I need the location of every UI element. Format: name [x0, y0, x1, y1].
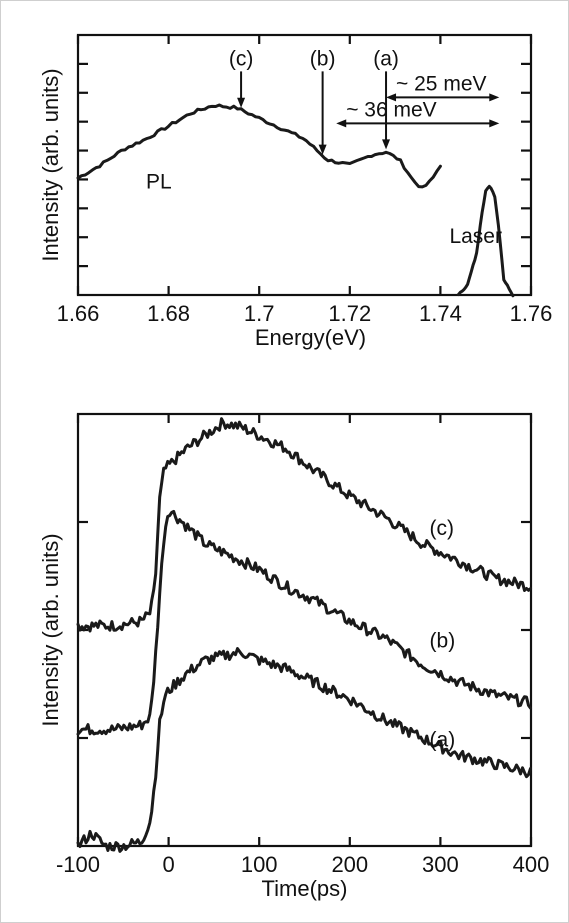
time-chart-plot-frame	[76, 412, 533, 848]
energy-chart-x-tick-label: 1.68	[147, 301, 190, 326]
time-chart-x-tick-label: 0	[162, 852, 174, 877]
energy-span-arrowhead	[489, 93, 500, 102]
energy-marker-arrowhead	[318, 144, 327, 155]
energy-span-label: ~ 36 meV	[346, 98, 436, 121]
decay-trace-b	[76, 509, 532, 736]
time-chart-x-tick-label: -100	[56, 852, 100, 877]
time-chart-x-tick-label: 400	[513, 852, 550, 877]
decay-trace-c	[76, 417, 532, 633]
decay-trace-a	[76, 647, 532, 853]
energy-series-label: Laser	[449, 225, 502, 248]
energy-marker-label: (c)	[229, 47, 254, 70]
time-chart-x-tick-label: 200	[331, 852, 368, 877]
laser-peak-line	[457, 184, 515, 298]
pl-spectrum-line	[76, 103, 442, 189]
energy-chart-y-axis-title: Intensity (arb. units)	[38, 68, 63, 261]
energy-marker-arrowhead	[382, 139, 391, 150]
energy-chart-x-tick-label: 1.66	[57, 301, 100, 326]
energy-marker-label: (a)	[373, 47, 399, 70]
energy-marker-label: (b)	[310, 47, 336, 70]
energy-chart-x-tick-label: 1.7	[244, 301, 275, 326]
time-chart-y-axis-title: Intensity (arb. units)	[38, 533, 63, 726]
energy-span-arrowhead	[386, 93, 397, 102]
time-chart-x-tick-label: 300	[422, 852, 459, 877]
energy-span-arrowhead	[489, 119, 500, 128]
decay-series-label: (c)	[430, 517, 455, 540]
time-chart-x-tick-label: 100	[241, 852, 278, 877]
time-chart-x-axis-title: Time(ps)	[262, 876, 348, 901]
energy-series-label: PL	[146, 170, 172, 193]
energy-chart-x-tick-label: 1.76	[510, 301, 553, 326]
energy-chart-x-tick-label: 1.74	[419, 301, 462, 326]
decay-series-label: (a)	[430, 729, 456, 752]
energy-chart-plot-frame	[76, 33, 533, 297]
decay-series-label: (b)	[430, 629, 456, 652]
time-decay-chart: Intensity (arb. units) Time(ps) -100 0 100…	[38, 412, 550, 901]
energy-spectrum-chart: Intensity (arb. units) Energy(eV) 1.66 1.…	[38, 33, 553, 350]
energy-span-arrowhead	[336, 119, 347, 128]
energy-span-label: ~ 25 meV	[396, 72, 486, 95]
energy-chart-x-axis-title: Energy(eV)	[255, 325, 366, 350]
energy-chart-x-tick-label: 1.72	[328, 301, 371, 326]
energy-marker-arrowhead	[237, 97, 246, 108]
